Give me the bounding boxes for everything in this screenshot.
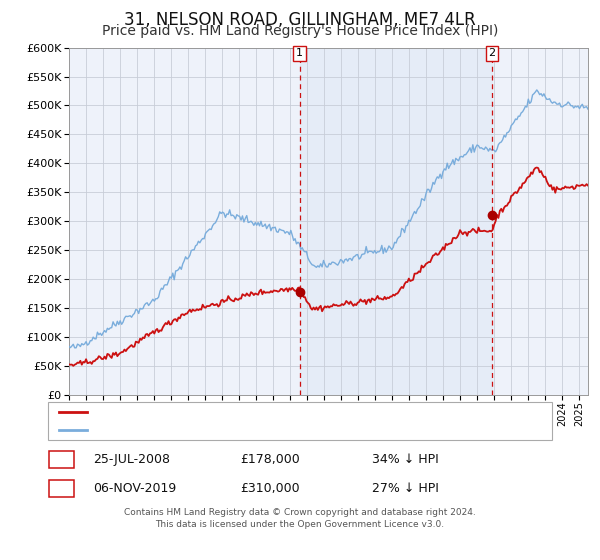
Text: 34% ↓ HPI: 34% ↓ HPI bbox=[372, 453, 439, 466]
Text: £178,000: £178,000 bbox=[240, 453, 300, 466]
Text: £310,000: £310,000 bbox=[240, 482, 299, 496]
Text: 31, NELSON ROAD, GILLINGHAM, ME7 4LR: 31, NELSON ROAD, GILLINGHAM, ME7 4LR bbox=[124, 11, 476, 29]
Text: 06-NOV-2019: 06-NOV-2019 bbox=[93, 482, 176, 496]
Text: Price paid vs. HM Land Registry's House Price Index (HPI): Price paid vs. HM Land Registry's House … bbox=[102, 24, 498, 38]
Text: 31, NELSON ROAD, GILLINGHAM, ME7 4LR (detached house): 31, NELSON ROAD, GILLINGHAM, ME7 4LR (de… bbox=[91, 407, 428, 417]
Text: 2: 2 bbox=[58, 482, 66, 496]
Text: HPI: Average price, detached house, Medway: HPI: Average price, detached house, Medw… bbox=[91, 425, 344, 435]
Text: 1: 1 bbox=[58, 453, 66, 466]
Text: 25-JUL-2008: 25-JUL-2008 bbox=[93, 453, 170, 466]
Text: Contains HM Land Registry data © Crown copyright and database right 2024.: Contains HM Land Registry data © Crown c… bbox=[124, 508, 476, 517]
Bar bbox=[299, 48, 492, 395]
Text: 2: 2 bbox=[488, 48, 496, 58]
Text: 1: 1 bbox=[296, 48, 303, 58]
Text: This data is licensed under the Open Government Licence v3.0.: This data is licensed under the Open Gov… bbox=[155, 520, 445, 529]
Text: 27% ↓ HPI: 27% ↓ HPI bbox=[372, 482, 439, 496]
